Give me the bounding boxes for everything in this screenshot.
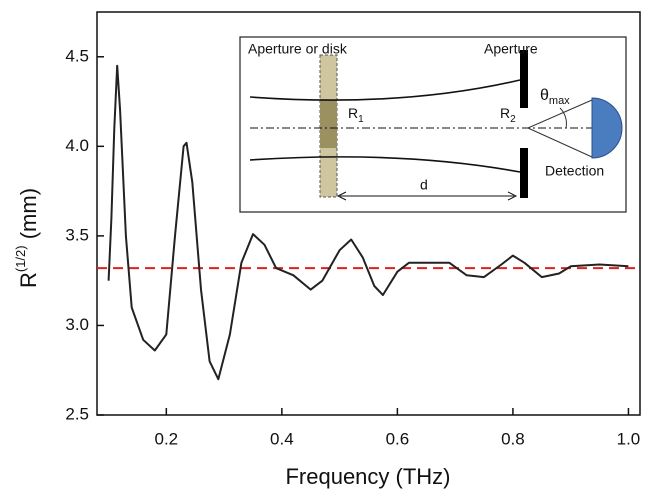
x-tick-label: 1.0 [617, 429, 641, 448]
y-label-base: R [16, 272, 41, 288]
label-detection: Detection [545, 163, 604, 179]
r2-base: R [500, 105, 510, 121]
data-line [107, 64, 629, 381]
aperture-bottom [520, 148, 528, 198]
y-tick-label: 3.0 [65, 315, 89, 334]
angle-arc [559, 107, 567, 129]
x-tick-label: 0.4 [270, 429, 294, 448]
r1-sub: 1 [358, 114, 364, 125]
inset-frame [239, 36, 627, 213]
y-tick-label: 3.5 [65, 225, 89, 244]
y-tick-label: 4.0 [65, 136, 89, 155]
label-aperture: Aperture [484, 41, 538, 57]
x-tick-label: 0.2 [154, 429, 178, 448]
theta-sub: max [549, 95, 570, 107]
disk-center [320, 100, 337, 148]
y-tick-label: 2.5 [65, 404, 89, 423]
x-tick-label: 0.6 [386, 429, 410, 448]
cone-upper [527, 99, 593, 129]
label-distance: d [420, 177, 428, 193]
r2-sub: 2 [510, 114, 516, 125]
inset-diagram: Aperture or disk Aperture R1 R2 θmax Det… [239, 36, 627, 213]
aperture-top [520, 50, 528, 108]
label-r2: R2 [500, 105, 516, 125]
label-aperture-disk: Aperture or disk [248, 41, 348, 57]
y-tick-label: 4.5 [65, 46, 89, 65]
plot-frame [96, 11, 641, 416]
label-r1: R1 [348, 105, 364, 125]
x-axis-label: Frequency (THz) [285, 464, 450, 489]
cone-lower [527, 127, 593, 158]
y-axis-label: R(1/2) (mm) [13, 188, 40, 288]
detector [591, 97, 623, 159]
plot: 0.2 0.4 0.6 0.8 1.0 2.5 3.0 3.5 4.0 4.5 [65, 11, 641, 448]
y-label-sup: (1/2) [13, 245, 28, 272]
r1-base: R [348, 105, 358, 121]
beam-lower [249, 156, 521, 173]
arrow-heads [336, 191, 518, 201]
label-theta: θmax [540, 87, 570, 107]
y-label-unit: (mm) [16, 188, 41, 245]
theta-base: θ [540, 87, 549, 104]
beam-upper [249, 79, 521, 101]
x-tick-label: 0.8 [501, 429, 525, 448]
